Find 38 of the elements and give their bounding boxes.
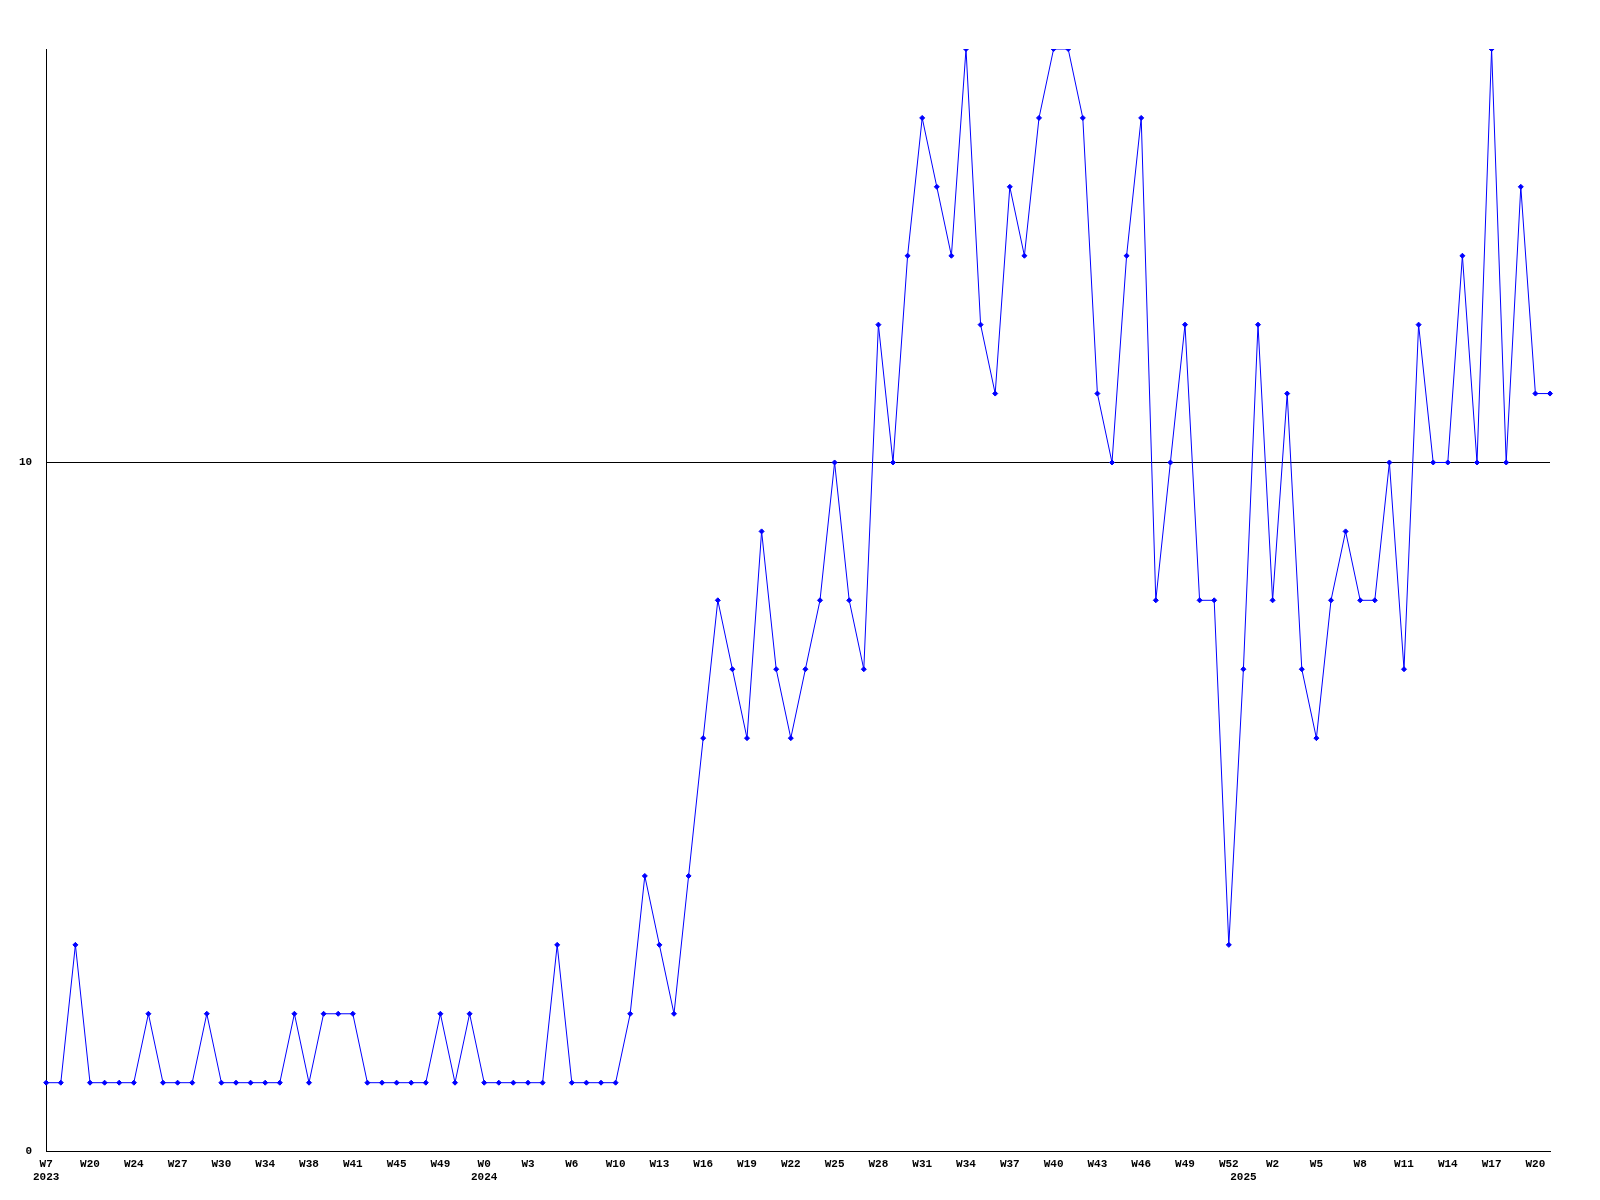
- x-tick-label: W49: [430, 1157, 451, 1170]
- x-tick-label: W46: [1131, 1157, 1152, 1170]
- x-tick-label: W7 2023: [33, 1157, 60, 1184]
- x-tick-label: W40: [1043, 1157, 1064, 1170]
- x-tick-label: W0 2024: [471, 1157, 498, 1184]
- x-tick-label: W30: [211, 1157, 232, 1170]
- x-tick-label: W45: [386, 1157, 407, 1170]
- x-tick-label: W43: [1087, 1157, 1108, 1170]
- x-tick-label: W37: [999, 1157, 1020, 1170]
- x-tick-label: W13: [649, 1157, 670, 1170]
- x-tick-label: W34: [956, 1157, 977, 1170]
- x-tick-label: W52: [1218, 1157, 1239, 1170]
- x-tick-label: 2025: [1230, 1171, 1257, 1184]
- x-tick-label: W28: [868, 1157, 889, 1170]
- x-tick-label: W27: [167, 1157, 188, 1170]
- x-tick-label: W3: [521, 1157, 535, 1170]
- x-tick-label: W6: [565, 1157, 579, 1170]
- x-tick-label: W11: [1394, 1157, 1415, 1170]
- x-tick-label: W5: [1309, 1157, 1324, 1170]
- x-tick-label: W14: [1437, 1157, 1459, 1170]
- x-tick-label: W20: [80, 1157, 100, 1170]
- x-tick-label: W10: [605, 1157, 626, 1170]
- x-tick-label: W17: [1481, 1157, 1502, 1170]
- x-tick-label: W25: [824, 1157, 845, 1170]
- y-tick-label: 0: [25, 1145, 33, 1158]
- x-tick-label: W31: [912, 1157, 933, 1170]
- y-tick-label: 10: [19, 456, 33, 469]
- x-tick-label: W16: [693, 1157, 714, 1170]
- x-tick-label: W49: [1175, 1157, 1195, 1170]
- x-tick-label: W24: [123, 1157, 145, 1170]
- x-tick-label: W19: [737, 1157, 757, 1170]
- x-tick-label: W8: [1353, 1157, 1368, 1170]
- x-tick-label: W34: [255, 1157, 276, 1170]
- x-tick-label: W38: [299, 1157, 320, 1170]
- x-tick-label: W20: [1525, 1157, 1546, 1170]
- x-tick-label: W41: [342, 1157, 364, 1170]
- x-tick-label: W22: [780, 1157, 801, 1170]
- x-tick-label: W2: [1266, 1157, 1280, 1170]
